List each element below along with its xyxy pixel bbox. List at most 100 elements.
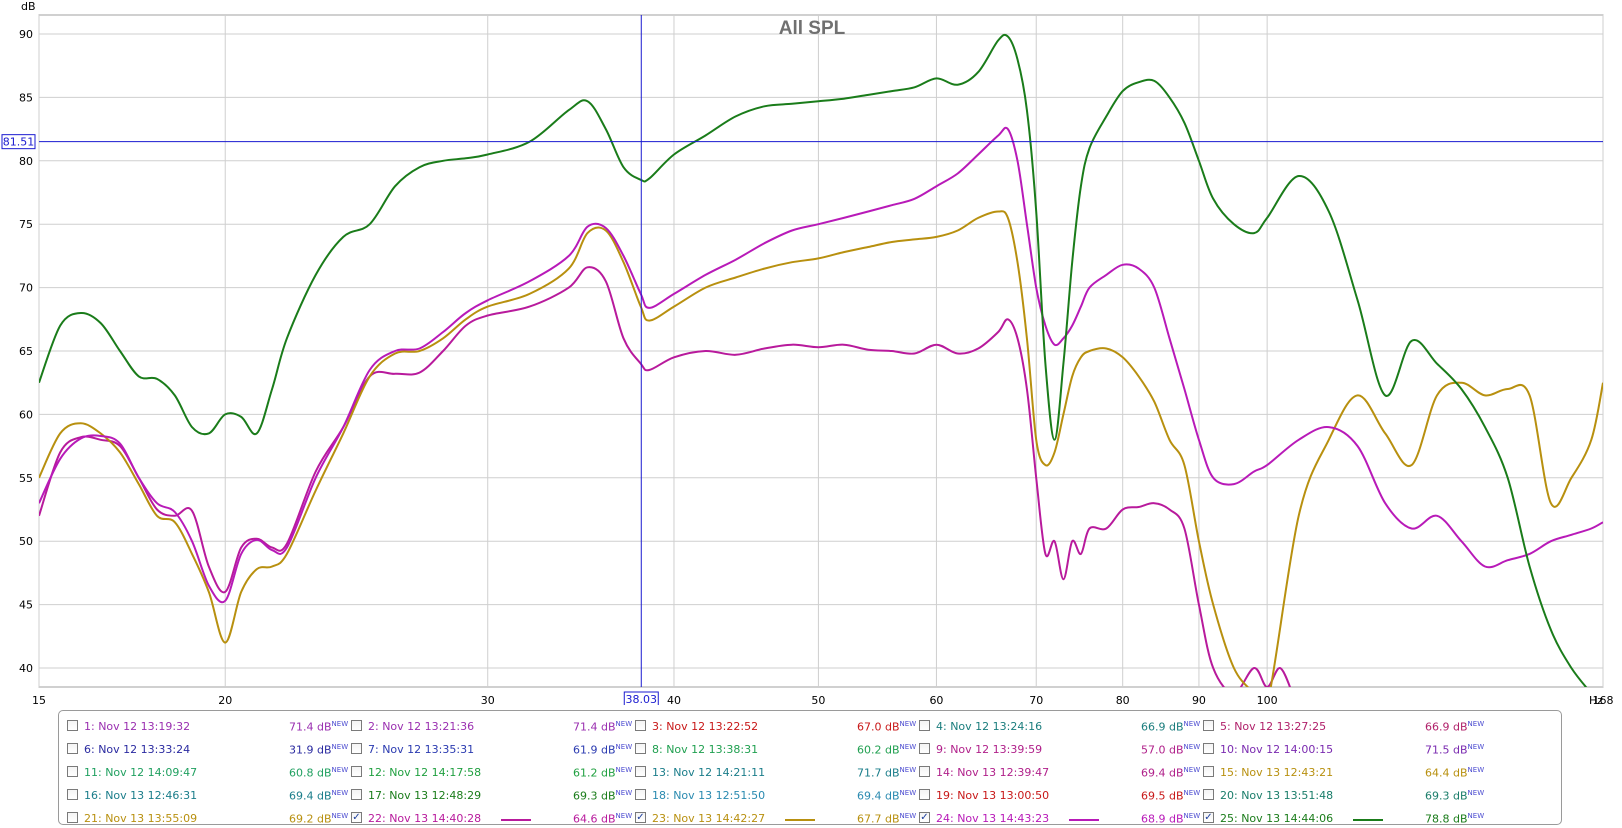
legend-checkbox[interactable]: ✓: [919, 812, 930, 823]
legend-checkbox[interactable]: [1203, 743, 1214, 754]
legend-item: 8: Nov 12 13:38:31 60.2 dBNEW: [635, 742, 917, 758]
x-tick-label: 60: [929, 694, 943, 705]
legend-item: 2: Nov 12 13:21:36 71.4 dBNEW: [351, 719, 632, 735]
legend-value-text: 67.7 dB: [857, 812, 900, 826]
legend-new-badge: NEW: [615, 743, 633, 751]
series-line: [39, 33, 1588, 687]
legend-item-value: 69.3 dBNEW: [1425, 789, 1484, 803]
legend-item-value: 64.4 dBNEW: [1425, 766, 1484, 780]
legend-item: 13: Nov 12 14:21:11 71.7 dBNEW: [635, 765, 916, 781]
legend-item: ✓ 25: Nov 13 14:44:06 78.8 dBNEW: [1203, 811, 1484, 827]
spl-chart: dB 40 45 50 55 60 65 70 75 80 85 90 15 20 30 40 50 60 70…: [1, 0, 1614, 705]
legend-checkbox[interactable]: [67, 720, 78, 731]
legend-panel: 1: Nov 12 13:19:32 71.4 dBNEW 2: Nov 12 13…: [58, 710, 1562, 827]
legend-item-label: 6: Nov 12 13:33:24: [84, 743, 191, 756]
legend-item-value: 71.5 dBNEW: [1425, 743, 1484, 757]
legend-value-text: 69.3 dB: [1425, 789, 1468, 803]
legend-new-badge: NEW: [615, 766, 633, 774]
x-tick-label: 20: [218, 694, 232, 705]
legend-checkbox[interactable]: [351, 743, 362, 754]
legend-checkbox[interactable]: [919, 720, 930, 731]
legend-item-label: 11: Nov 12 14:09:47: [84, 766, 198, 779]
legend-item-label: 18: Nov 13 12:51:50: [652, 789, 766, 802]
legend-item: ✓ 23: Nov 13 14:42:27 67.7 dBNEW: [635, 811, 917, 827]
legend-value-text: 64.6 dB: [573, 812, 616, 826]
x-unit-label: Hz: [1589, 694, 1603, 705]
legend-checkbox[interactable]: [919, 789, 930, 800]
x-tick-label: 70: [1029, 694, 1043, 705]
legend-line-swatch: [785, 819, 815, 821]
legend-checkbox[interactable]: [635, 766, 646, 777]
legend-checkbox[interactable]: [67, 812, 78, 823]
legend-item: ✓ 24: Nov 13 14:43:23 68.9 dBNEW: [919, 811, 1200, 827]
y-tick-label: 55: [19, 472, 33, 485]
legend-new-badge: NEW: [1467, 743, 1485, 751]
legend-value-text: 69.4 dB: [1141, 766, 1184, 780]
legend-checkbox[interactable]: [1203, 720, 1214, 731]
legend-new-badge: NEW: [615, 812, 633, 820]
legend-item-value: 61.9 dBNEW: [573, 743, 632, 757]
legend-checkbox[interactable]: ✓: [351, 812, 362, 823]
legend-item: 18: Nov 13 12:51:50 69.4 dBNEW: [635, 788, 916, 804]
legend-checkbox[interactable]: [919, 766, 930, 777]
series-line: [39, 210, 1603, 687]
legend-value-text: 69.5 dB: [1141, 789, 1184, 803]
legend-item-value: 67.0 dBNEW: [857, 720, 916, 734]
legend-value-text: 69.2 dB: [289, 812, 332, 826]
legend-item: ✓ 22: Nov 13 14:40:28 64.6 dBNEW: [351, 811, 633, 827]
legend-item-label: 10: Nov 12 14:00:15: [1220, 743, 1334, 756]
legend-item: 10: Nov 12 14:00:15 71.5 dBNEW: [1203, 742, 1484, 758]
legend-item-value: 71.7 dBNEW: [857, 766, 916, 780]
legend-item-value: 57.0 dBNEW: [1141, 743, 1200, 757]
legend-line-swatch: [501, 819, 531, 821]
cursor-crosshair[interactable]: 81.51 38.03: [1, 15, 1603, 705]
legend-checkbox[interactable]: [635, 720, 646, 731]
legend-item-label: 25: Nov 13 14:44:06: [1220, 812, 1334, 825]
chart-title: All SPL: [779, 18, 846, 39]
legend-value-text: 71.5 dB: [1425, 743, 1468, 757]
legend-checkbox[interactable]: [351, 766, 362, 777]
cursor-y-readout-box: [1, 134, 36, 150]
legend-checkbox[interactable]: [919, 743, 930, 754]
legend-value-text: 71.4 dB: [573, 720, 616, 734]
legend-item-value: 69.2 dBNEW: [289, 812, 348, 826]
legend-item-value: 69.4 dBNEW: [857, 789, 916, 803]
legend-new-badge: NEW: [1183, 766, 1201, 774]
legend-new-badge: NEW: [1467, 720, 1485, 728]
x-tick-label: 40: [667, 694, 681, 705]
legend-item-value: 69.5 dBNEW: [1141, 789, 1200, 803]
y-tick-label: 85: [19, 91, 33, 104]
legend-item-value: 60.8 dBNEW: [289, 766, 348, 780]
cursor-x-readout: 38.03: [626, 693, 658, 705]
legend-new-badge: NEW: [899, 812, 917, 820]
legend-value-text: 66.9 dB: [1425, 720, 1468, 734]
legend-checkbox[interactable]: ✓: [1203, 812, 1214, 823]
legend-checkbox[interactable]: [635, 743, 646, 754]
legend-item-label: 13: Nov 12 14:21:11: [652, 766, 766, 779]
legend-checkbox[interactable]: [67, 743, 78, 754]
legend-checkbox[interactable]: [351, 789, 362, 800]
legend-checkbox[interactable]: [67, 766, 78, 777]
legend-value-text: 71.7 dB: [857, 766, 900, 780]
legend-new-badge: NEW: [615, 789, 633, 797]
legend-item-label: 24: Nov 13 14:43:23: [936, 812, 1050, 825]
legend-value-text: 69.4 dB: [289, 789, 332, 803]
legend-item: 5: Nov 12 13:27:25 66.9 dBNEW: [1203, 719, 1485, 735]
legend-checkbox[interactable]: [351, 720, 362, 731]
y-tick-label: 75: [19, 218, 33, 231]
legend-new-badge: NEW: [331, 743, 349, 751]
legend-value-text: 61.2 dB: [573, 766, 616, 780]
legend-checkbox[interactable]: [635, 789, 646, 800]
legend-new-badge: NEW: [1467, 766, 1485, 774]
legend-checkbox[interactable]: [1203, 766, 1214, 777]
legend-checkbox[interactable]: ✓: [635, 812, 646, 823]
legend-item-value: 68.9 dBNEW: [1141, 812, 1200, 826]
legend-checkbox[interactable]: [1203, 789, 1214, 800]
legend-item-value: 61.2 dBNEW: [573, 766, 632, 780]
legend-new-badge: NEW: [331, 720, 349, 728]
legend-item: 9: Nov 12 13:39:59 57.0 dBNEW: [919, 742, 1200, 758]
legend-new-badge: NEW: [899, 743, 917, 751]
legend-value-text: 78.8 dB: [1425, 812, 1468, 826]
legend-checkbox[interactable]: [67, 789, 78, 800]
legend-item: 6: Nov 12 13:33:24 31.9 dBNEW: [67, 742, 349, 758]
